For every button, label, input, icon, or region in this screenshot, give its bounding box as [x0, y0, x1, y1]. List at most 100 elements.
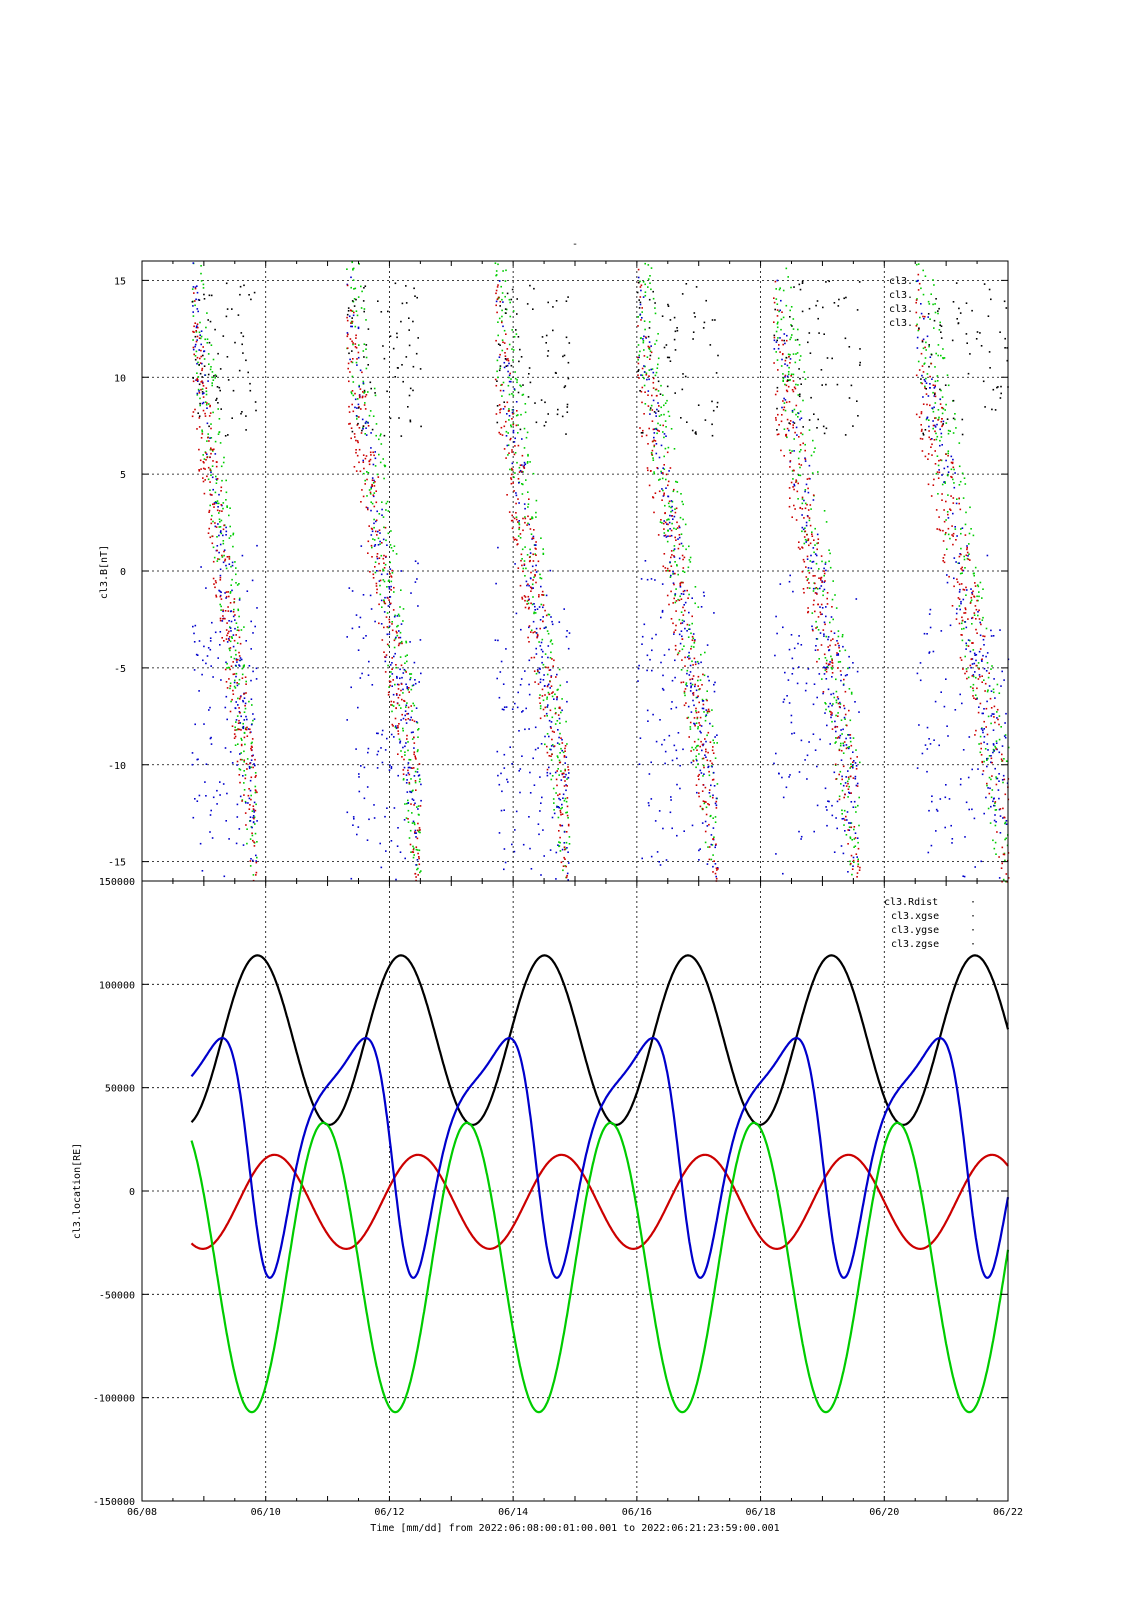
bfield-point-blue — [812, 733, 815, 735]
bfield-point-blue — [376, 753, 379, 756]
bfield-point-red — [663, 464, 665, 466]
bfield-point-green — [947, 474, 949, 477]
bfield-point-green — [674, 508, 676, 510]
bfield-point-blue — [255, 667, 258, 670]
bfield-point-green — [218, 431, 221, 433]
bfield-point-red — [956, 578, 958, 581]
bfield-point-red — [666, 594, 669, 597]
bfield-point-red — [976, 599, 978, 602]
bfield-point-red — [561, 772, 564, 775]
bfield-point-blue — [999, 629, 1001, 631]
bfield-point-blue — [194, 343, 197, 346]
bfield-point-black — [920, 378, 922, 380]
bfield-point-black — [367, 364, 369, 366]
bfield-point-black — [496, 405, 499, 407]
bfield-point-green — [219, 603, 221, 606]
bfield-point-red — [529, 528, 532, 530]
bfield-point-black — [401, 364, 403, 366]
bfield-point-red — [784, 374, 787, 377]
bfield-point-black — [921, 340, 924, 343]
bfield-point-blue — [377, 530, 379, 533]
bfield-point-red — [413, 751, 416, 753]
bfield-point-blue — [374, 620, 376, 623]
bfield-point-red — [202, 385, 205, 387]
bfield-point-green — [688, 593, 690, 596]
bfield-point-red — [714, 872, 717, 875]
bfield-point-green — [364, 433, 366, 435]
bfield-point-green — [712, 854, 714, 856]
bfield-point-green — [799, 466, 801, 469]
bfield-point-black — [711, 423, 713, 426]
bfield-point-red — [564, 745, 567, 747]
bfield-point-blue — [219, 590, 221, 593]
bfield-point-blue — [191, 752, 194, 754]
bfield-point-green — [531, 517, 534, 519]
bfield-point-green — [925, 377, 927, 380]
bfield-point-green — [830, 655, 832, 658]
bfield-point-blue — [416, 578, 418, 580]
bfield-point-red — [368, 525, 370, 527]
bfield-point-green — [551, 643, 554, 645]
bfield-point-blue — [533, 784, 536, 786]
bfield-point-red — [684, 609, 686, 612]
bfield-point-red — [984, 682, 987, 685]
bfield-point-green — [399, 642, 402, 644]
bfield-point-green — [663, 455, 665, 458]
bfield-point-blue — [400, 570, 402, 572]
bfield-point-black — [225, 315, 228, 318]
bfield-point-black — [969, 353, 971, 355]
bfield-point-red — [524, 596, 527, 598]
bfield-point-green — [712, 739, 714, 742]
bfield-point-blue — [201, 402, 204, 405]
bfield-point-green — [539, 694, 541, 696]
bfield-point-blue — [781, 358, 783, 361]
bfield-point-red — [814, 582, 816, 585]
bfield-point-red — [798, 541, 800, 543]
bfield-point-blue — [222, 783, 225, 785]
bfield-point-blue — [385, 850, 387, 852]
bfield-point-red — [250, 749, 253, 752]
bfield-point-red — [812, 575, 814, 577]
bfield-point-green — [509, 468, 511, 471]
bfield-point-green — [944, 533, 947, 536]
bfield-point-green — [391, 710, 393, 713]
bfield-point-blue — [827, 800, 829, 802]
bfield-point-red — [677, 547, 680, 550]
bfield-point-green — [654, 343, 656, 345]
bfield-point-red — [1006, 881, 1009, 883]
bfield-point-green — [977, 585, 980, 588]
bfield-point-red — [211, 535, 214, 538]
bfield-point-green — [382, 569, 385, 572]
bfield-point-red — [528, 606, 530, 609]
bfield-point-green — [850, 691, 853, 694]
bfield-point-black — [532, 308, 534, 310]
bfield-point-green — [509, 301, 511, 304]
bfield-point-red — [808, 517, 811, 519]
bfield-point-blue — [842, 728, 844, 731]
bfield-point-red — [565, 865, 567, 868]
bfield-point-blue — [348, 587, 351, 589]
bfield-point-green — [843, 809, 846, 812]
bfield-point-red — [398, 723, 400, 725]
bfield-point-red — [196, 323, 199, 325]
bfield-point-green — [644, 328, 646, 331]
bfield-point-green — [849, 740, 852, 743]
bfield-point-red — [231, 725, 234, 727]
bfield-point-black — [785, 357, 788, 359]
bfield-point-green — [404, 754, 406, 756]
bfield-point-red — [252, 808, 255, 810]
bfield-point-green — [964, 567, 966, 569]
bfield-point-green — [199, 321, 201, 324]
bfield-point-black — [641, 432, 644, 434]
bfield-point-green — [841, 635, 844, 638]
bfield-point-blue — [252, 821, 255, 824]
bfield-point-blue — [228, 838, 230, 840]
bfield-point-blue — [992, 635, 995, 637]
bfield-point-blue — [388, 633, 391, 635]
bfield-point-red — [389, 681, 392, 683]
bfield-point-black — [520, 356, 523, 358]
bfield-point-red — [943, 554, 946, 556]
bfield-point-black — [351, 350, 353, 352]
bfield-point-red — [241, 677, 244, 679]
bfield-point-blue — [524, 507, 526, 510]
